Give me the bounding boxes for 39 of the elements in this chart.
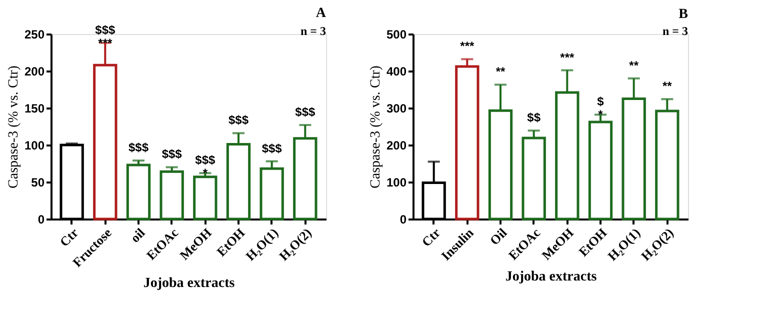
x-axis-title: Jojoba extracts: [505, 269, 598, 284]
annotation: n = 3: [300, 24, 326, 38]
annotation: ***: [560, 50, 574, 64]
annotation: $$$: [162, 147, 182, 162]
annotation: **: [496, 64, 506, 79]
annotation: $$$: [128, 140, 149, 155]
annotation: $$$: [262, 141, 282, 156]
y-axis-title: Caspase-3 (% vs. Ctr): [368, 65, 384, 188]
chart-title: B: [678, 7, 688, 22]
bar: [126, 164, 151, 220]
y-tick-label: 50: [31, 176, 45, 190]
chart-title: A: [316, 6, 327, 21]
y-tick-label: 400: [386, 64, 407, 78]
annotation: $$$ *: [195, 153, 216, 180]
x-axis-title: Jojoba extracts: [143, 276, 236, 291]
y-tick-label: 200: [24, 64, 45, 78]
annotation: $$$: [295, 105, 316, 120]
y-tick-label: 150: [24, 102, 45, 116]
y-tick-label: 0: [38, 212, 45, 226]
bar: [160, 170, 184, 220]
y-tick-label: 200: [386, 138, 407, 152]
y-tick-label: 0: [400, 212, 407, 226]
annotation: ***: [460, 39, 474, 54]
annotation: **: [629, 58, 639, 72]
y-tick-label: 250: [24, 28, 45, 42]
annotation: $$$ ***: [95, 22, 116, 50]
y-tick-label: 100: [24, 138, 45, 152]
y-axis-title: Caspase-3 (% vs. Ctr): [6, 65, 22, 188]
annotation: $$$: [228, 113, 249, 128]
x-tick-label: Ctr: [418, 224, 444, 250]
x-tick-label: oil: [127, 224, 148, 246]
y-tick-label: 500: [386, 28, 407, 42]
annotation: **: [662, 79, 672, 94]
annotation: n = 3: [662, 24, 688, 38]
x-tick-label: Oil: [486, 224, 510, 248]
annotation: $$: [527, 110, 541, 125]
y-tick-label: 100: [386, 176, 407, 190]
annotation: $ *: [597, 94, 604, 122]
y-tick-label: 300: [386, 102, 407, 116]
